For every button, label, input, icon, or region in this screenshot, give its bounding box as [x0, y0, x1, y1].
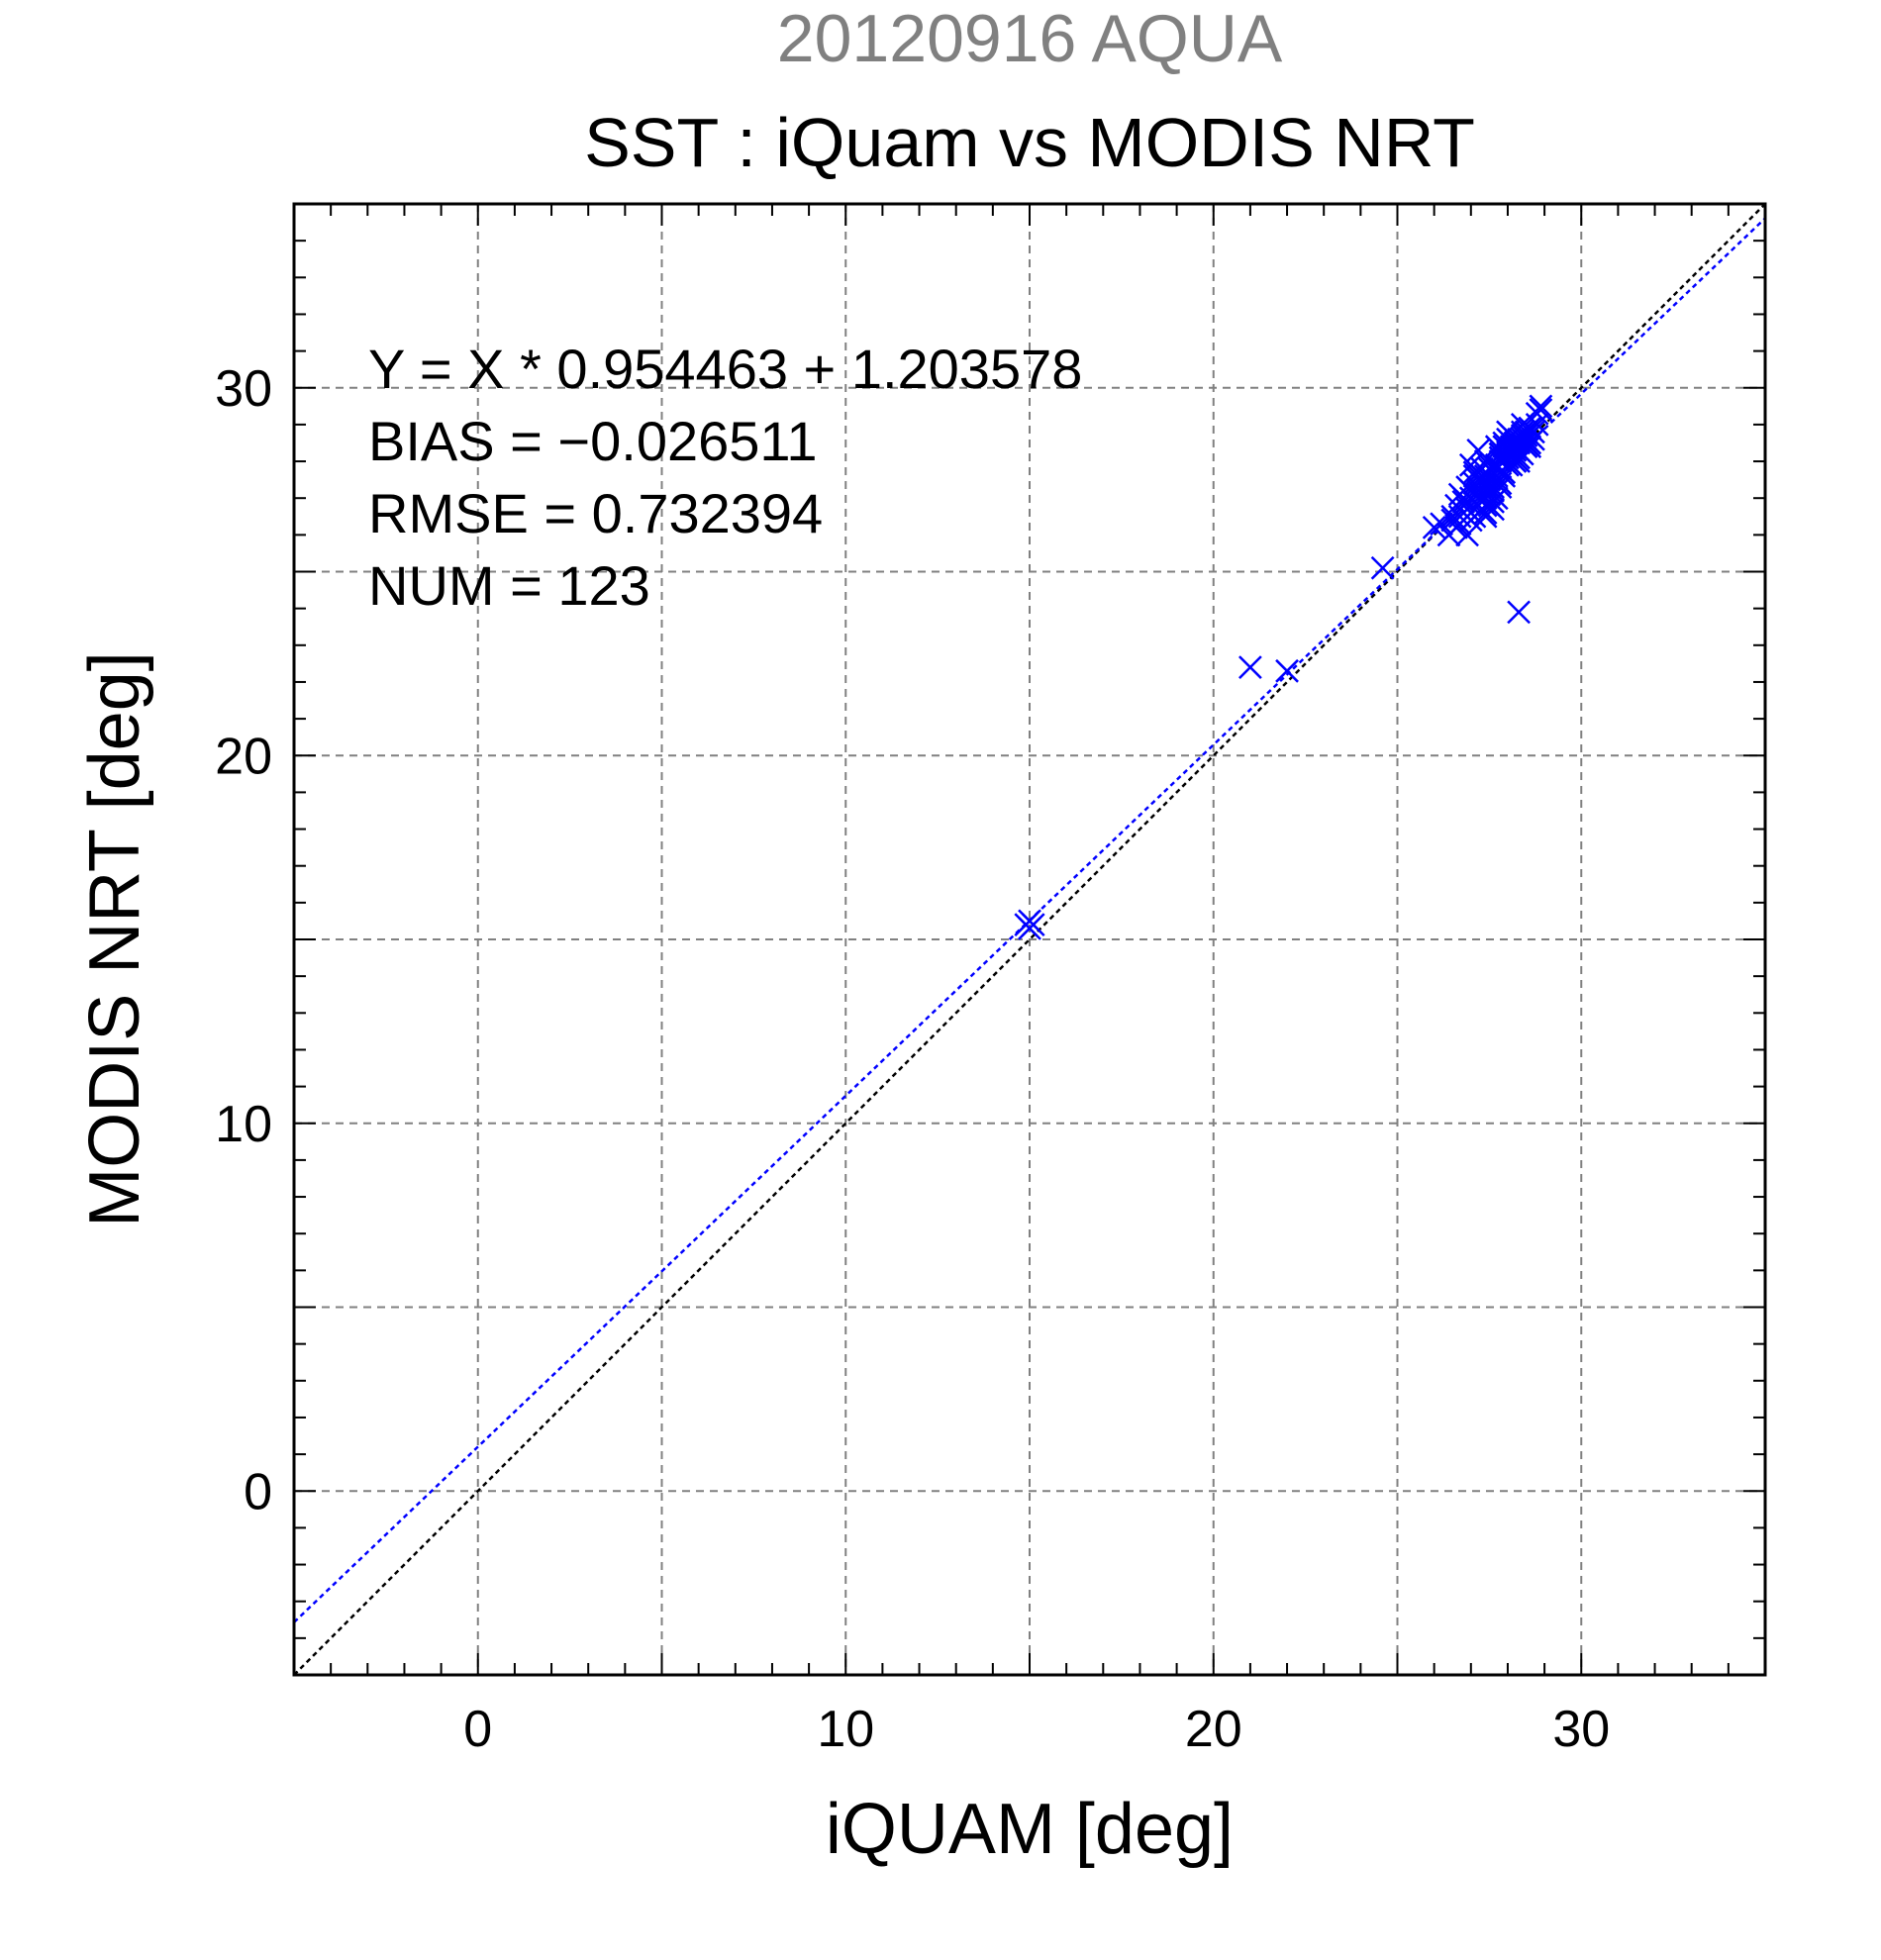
data-point-stroke: [1440, 508, 1465, 533]
y-axis-label: MODIS NRT [deg]: [75, 651, 154, 1227]
data-point-stroke: [1481, 452, 1505, 477]
data-point: [1451, 490, 1476, 514]
plot-frame: [292, 202, 1767, 1677]
y-tick-label: 10: [215, 1096, 272, 1153]
data-point: [1447, 482, 1472, 507]
y-tick-label: 20: [215, 728, 272, 785]
y-tick-label: 0: [244, 1463, 272, 1520]
y-tick-labels: 0 10 20 30: [215, 360, 272, 1521]
data-point: [1473, 493, 1498, 518]
data-point-stroke: [1477, 493, 1502, 518]
data-point: [1018, 909, 1041, 933]
data-point: [1275, 658, 1299, 683]
data-point-stroke: [1529, 398, 1553, 422]
data-point-stroke: [1507, 445, 1531, 470]
data-point-stroke: [1458, 486, 1483, 511]
data-point-stroke: [1447, 504, 1472, 529]
stats-annotations: Y = X * 0.954463 + 1.203578 BIAS = −0.026…: [368, 338, 1082, 617]
data-point-stroke: [1473, 493, 1498, 518]
y-tick-label: 30: [215, 360, 272, 418]
data-point-stroke: [1529, 394, 1553, 419]
data-point: [1507, 445, 1531, 470]
data-point-stroke: [1462, 460, 1487, 485]
data-point: [1510, 424, 1534, 447]
data-point: [1496, 420, 1520, 444]
data-point: [1422, 516, 1446, 539]
data-point-stroke: [1496, 420, 1520, 444]
data-point: [1507, 600, 1531, 625]
data-point-stroke: [1370, 555, 1395, 580]
data-point-stroke: [1481, 475, 1505, 499]
data-point-stroke: [1238, 655, 1262, 679]
data-point-stroke: [1510, 424, 1534, 447]
stats-annotation: Y = X * 0.954463 + 1.203578: [368, 338, 1082, 400]
x-tick-label: 10: [817, 1701, 874, 1758]
chart-supertitle: 20120916 AQUA: [777, 1, 1283, 76]
x-tick-label: 0: [463, 1701, 492, 1758]
data-point: [1529, 394, 1553, 419]
data-point-stroke: [1488, 441, 1513, 466]
data-point: [1488, 441, 1513, 466]
x-tick-label: 20: [1185, 1701, 1242, 1758]
data-point: [1370, 555, 1395, 580]
data-points: [1014, 394, 1553, 940]
data-point-stroke: [1447, 482, 1472, 507]
stats-annotation: NUM = 123: [368, 554, 650, 617]
data-point-stroke: [1018, 909, 1041, 933]
data-point: [1529, 398, 1553, 422]
data-point-stroke: [1470, 471, 1494, 496]
data-point: [1455, 523, 1479, 547]
data-point-stroke: [1455, 523, 1479, 547]
chart-title: SST : iQuam vs MODIS NRT: [584, 104, 1475, 181]
data-point-stroke: [1275, 658, 1299, 683]
data-point: [1238, 655, 1262, 679]
data-point: [1447, 504, 1472, 529]
data-point: [1510, 413, 1534, 437]
data-point: [1473, 464, 1498, 488]
data-point-stroke: [1422, 516, 1446, 539]
grid-lines: [294, 204, 1765, 1675]
x-tick-label: 30: [1552, 1701, 1610, 1758]
data-point-stroke: [1458, 452, 1483, 477]
data-point-stroke: [1510, 413, 1534, 437]
data-point-stroke: [1451, 490, 1476, 514]
x-tick-labels: 0 10 20 30: [463, 1701, 1610, 1758]
stats-annotation: BIAS = −0.026511: [368, 410, 818, 472]
x-axis-label: iQUAM [deg]: [826, 1790, 1234, 1869]
data-point: [1481, 452, 1505, 477]
stats-annotation: RMSE = 0.732394: [368, 482, 823, 544]
data-point-stroke: [1507, 600, 1531, 625]
data-point-stroke: [1473, 464, 1498, 488]
data-point: [1477, 493, 1502, 518]
data-point: [1470, 471, 1494, 496]
data-point-stroke: [1466, 439, 1491, 462]
